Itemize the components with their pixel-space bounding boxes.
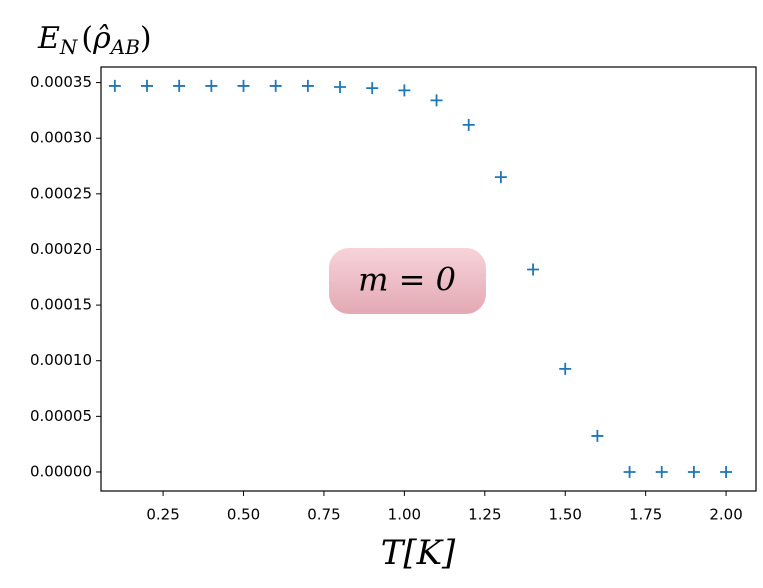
x-tick-label: 1.75: [629, 506, 662, 524]
plot-frame: [100, 66, 757, 492]
y-label-part: N: [59, 35, 79, 59]
x-tick-label: 1.25: [468, 506, 501, 524]
data-point: [462, 118, 475, 131]
y-axis-label: EN (ρ̂AB): [37, 21, 152, 59]
data-point: [334, 81, 347, 94]
y-tick-label: 0.00010: [30, 351, 92, 369]
data-point: [366, 82, 379, 95]
data-point: [237, 79, 250, 92]
y-label-part: (: [81, 21, 93, 56]
data-point: [623, 465, 636, 478]
data-point: [591, 429, 604, 442]
y-tick-label: 0.00030: [30, 129, 92, 147]
data-point: [173, 79, 186, 92]
x-tick-label: 2.00: [709, 506, 742, 524]
data-point: [720, 465, 733, 478]
x-tick-label: 0.50: [227, 506, 260, 524]
data-point: [527, 263, 540, 276]
y-label-part: ρ̂: [92, 21, 111, 56]
data-point: [108, 79, 121, 92]
data-point: [494, 171, 507, 184]
x-tick-label: 1.50: [549, 506, 582, 524]
x-axis-label: T[K]: [381, 533, 456, 573]
y-tick-label: 0.00005: [30, 407, 92, 425]
y-label-part: AB: [109, 35, 140, 59]
data-point: [301, 79, 314, 92]
y-tick-label: 0.00035: [30, 73, 92, 91]
data-point: [655, 465, 668, 478]
x-tick-label: 0.25: [146, 506, 179, 524]
y-label-part: E: [37, 21, 60, 56]
data-point: [559, 362, 572, 375]
data-point: [687, 465, 700, 478]
y-label-part: ): [140, 21, 152, 56]
data-point: [430, 94, 443, 107]
y-tick-label: 0.00015: [30, 296, 92, 314]
y-tick-label: 0.00020: [30, 240, 92, 258]
annotation: m = 0: [358, 261, 456, 299]
data-point: [398, 84, 411, 97]
data-point: [141, 79, 154, 92]
data-point: [269, 79, 282, 92]
y-tick-label: 0.00000: [30, 462, 92, 480]
data-point: [205, 79, 218, 92]
y-tick-label: 0.00025: [30, 184, 92, 202]
x-tick-label: 0.75: [307, 506, 340, 524]
annotation-box: [329, 248, 486, 314]
x-tick-label: 1.00: [388, 506, 421, 524]
